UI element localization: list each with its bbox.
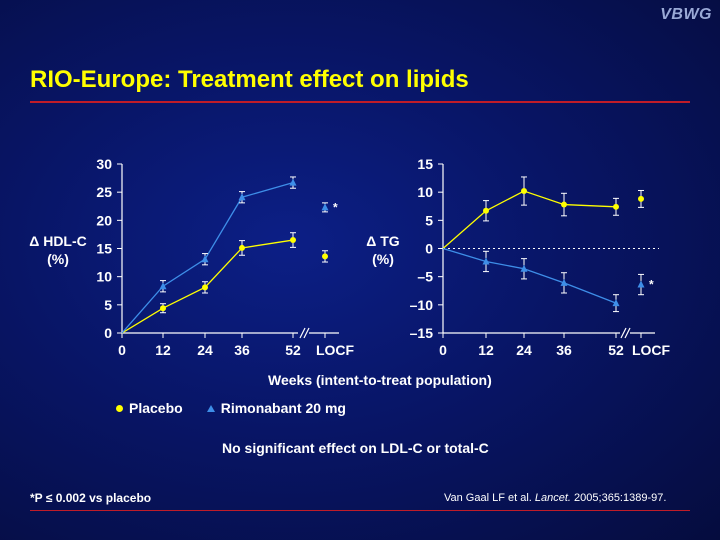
chart0-significance-asterisk: * (333, 200, 338, 214)
chart0-point-series0 (290, 237, 296, 244)
legend-item-rimonabant: Rimonabant 20 mg (206, 400, 346, 416)
hdl-y-axis-label: Δ HDL-C (%) (18, 232, 98, 268)
chart1-x-tick-label: 24 (516, 342, 532, 358)
chart0-point-series1 (201, 255, 209, 263)
chart1-y-tick-label: 5 (425, 212, 433, 228)
chart0-point-series0 (239, 244, 245, 251)
chart0-y-tick-label: 25 (96, 184, 112, 200)
citation-journal: Lancet. (534, 492, 571, 504)
chart1-point-series1 (560, 278, 568, 286)
tg-y-axis-label-line2: (%) (372, 251, 394, 267)
chart1-y-tick-label: 10 (417, 184, 433, 200)
chart0-point-series0 (160, 305, 166, 312)
chart1-y-tick-label: –10 (410, 297, 434, 313)
chart0-y-tick-label: 30 (96, 156, 112, 172)
circle-marker-icon (116, 404, 123, 412)
citation-authors: Van Gaal LF et al. (444, 492, 535, 504)
citation-details: 2005;365:1389-97. (571, 492, 667, 504)
chart0-point-locf-series0 (322, 253, 328, 260)
chart1-x-tick-label: 36 (556, 342, 572, 358)
chart0-point-locf-series1 (321, 203, 329, 211)
chart1-x-tick-label: 52 (608, 342, 624, 358)
ldl-note: No significant effect on LDL-C or total-… (222, 440, 489, 456)
chart1-axis-break (624, 327, 631, 339)
chart0-axis-break (299, 327, 306, 339)
chart1-x-tick-label: 12 (478, 342, 494, 358)
chart1-point-series1 (482, 257, 490, 265)
chart1-x-tick-label: 0 (439, 342, 447, 358)
citation: Van Gaal LF et al. Lancet. 2005;365:1389… (444, 492, 666, 504)
hdl-y-axis-label-line2: (%) (47, 251, 69, 267)
x-axis-caption: Weeks (intent-to-treat population) (268, 372, 492, 388)
slide-title: RIO-Europe: Treatment effect on lipids (30, 66, 469, 93)
vbwg-logo: VBWG (660, 6, 712, 23)
chart0-y-tick-label: 15 (96, 241, 112, 257)
chart1-point-locf-series1 (637, 280, 645, 288)
chart0-x-tick-label: 12 (155, 342, 171, 358)
chart0-y-tick-label: 5 (104, 297, 112, 313)
chart0-point-series1 (238, 193, 246, 201)
legend: Placebo Rimonabant 20 mg (116, 400, 370, 416)
chart1-series-line-0 (442, 190, 617, 249)
chart0-x-tick-label: 52 (285, 342, 301, 358)
chart0-y-tick-label: 20 (96, 212, 112, 228)
chart0-point-series1 (289, 178, 297, 186)
chart0-x-tick-label: LOCF (316, 342, 355, 358)
chart0-y-tick-label: 0 (104, 325, 112, 341)
hdl-y-axis-label-line1: Δ HDL-C (29, 233, 87, 249)
chart0-axis-break (303, 327, 310, 339)
chart1-point-series0 (561, 201, 567, 208)
chart0-y-tick-label: 10 (96, 269, 112, 285)
chart0-x-tick-label: 0 (118, 342, 126, 358)
significance-footnote: *P ≤ 0.002 vs placebo (30, 491, 152, 505)
chart1-y-tick-label: –5 (417, 269, 433, 285)
legend-label-placebo: Placebo (129, 400, 183, 416)
chart1-point-series0 (613, 203, 619, 210)
chart1-y-tick-label: 0 (425, 241, 433, 257)
chart1-point-series0 (483, 207, 489, 214)
chart0-x-tick-label: 24 (197, 342, 213, 358)
tg-y-axis-label: Δ TG (%) (348, 232, 418, 268)
chart1-significance-asterisk: * (649, 278, 654, 292)
chart0-point-series0 (202, 284, 208, 291)
chart1-point-series1 (520, 264, 528, 272)
chart1-y-tick-label: 15 (417, 156, 433, 172)
chart1-x-tick-label: LOCF (632, 342, 671, 358)
chart0-x-tick-label: 36 (234, 342, 250, 358)
triangle-marker-icon (206, 404, 215, 412)
legend-label-rimonabant: Rimonabant 20 mg (220, 400, 346, 416)
chart1-point-locf-series0 (638, 195, 644, 202)
chart1-series-line-1 (442, 247, 617, 304)
tg-y-axis-label-line1: Δ TG (366, 233, 400, 249)
chart1-point-series0 (521, 188, 527, 195)
chart1-axis-break (620, 327, 627, 339)
footer-divider (30, 510, 690, 511)
chart1-y-tick-label: –15 (410, 325, 434, 341)
legend-item-placebo: Placebo (116, 400, 183, 416)
chart0-point-series1 (159, 282, 167, 290)
chart1-point-series1 (612, 299, 620, 307)
title-divider (30, 101, 690, 103)
chart0-series-line-1 (121, 181, 294, 334)
